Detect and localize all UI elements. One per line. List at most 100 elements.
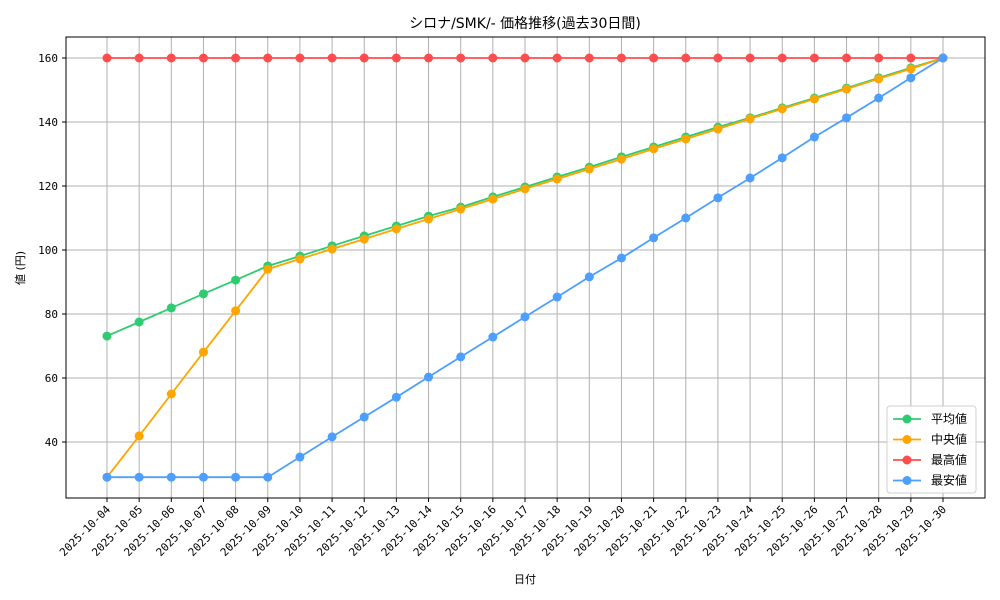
series-最高値 bbox=[102, 53, 948, 63]
data-point bbox=[809, 94, 819, 104]
data-point bbox=[777, 153, 787, 163]
data-point bbox=[263, 264, 273, 274]
data-point bbox=[874, 53, 884, 63]
data-point bbox=[681, 213, 691, 223]
data-point bbox=[391, 224, 401, 234]
y-axis-ticks: 40 60 80 100 120 140 160 bbox=[38, 52, 66, 449]
y-tick-label: 140 bbox=[38, 116, 58, 129]
data-point bbox=[842, 84, 852, 94]
data-point bbox=[938, 53, 948, 63]
data-point bbox=[616, 253, 626, 263]
data-point bbox=[906, 64, 916, 74]
legend-label: 最安値 bbox=[931, 473, 967, 488]
data-point bbox=[134, 317, 144, 327]
data-point bbox=[391, 392, 401, 402]
y-tick-label: 40 bbox=[45, 436, 58, 449]
data-point bbox=[327, 53, 337, 63]
legend-marker-icon bbox=[902, 455, 912, 465]
data-point bbox=[842, 53, 852, 63]
data-point bbox=[713, 124, 723, 134]
y-tick-label: 120 bbox=[38, 180, 58, 193]
data-point bbox=[777, 104, 787, 114]
data-point bbox=[134, 53, 144, 63]
series-lines bbox=[102, 53, 948, 482]
data-point bbox=[102, 331, 112, 341]
data-point bbox=[263, 53, 273, 63]
data-point bbox=[102, 472, 112, 482]
data-point bbox=[616, 53, 626, 63]
data-point bbox=[198, 472, 208, 482]
legend-label: 平均値 bbox=[931, 411, 967, 426]
data-point bbox=[166, 303, 176, 313]
data-point bbox=[713, 53, 723, 63]
data-point bbox=[295, 53, 305, 63]
data-point bbox=[424, 372, 434, 382]
data-point bbox=[809, 53, 819, 63]
data-point bbox=[327, 432, 337, 442]
data-point bbox=[359, 53, 369, 63]
data-point bbox=[616, 154, 626, 164]
data-point bbox=[456, 53, 466, 63]
data-point bbox=[231, 306, 241, 316]
data-point bbox=[198, 53, 208, 63]
data-point bbox=[231, 472, 241, 482]
data-point bbox=[134, 472, 144, 482]
data-point bbox=[488, 53, 498, 63]
data-point bbox=[552, 174, 562, 184]
data-point bbox=[456, 352, 466, 362]
x-axis-ticks: 2025-10-042025-10-052025-10-062025-10-07… bbox=[57, 498, 949, 559]
data-point bbox=[295, 452, 305, 462]
x-axis-label: 日付 bbox=[514, 573, 536, 586]
data-point bbox=[874, 74, 884, 84]
data-point bbox=[520, 53, 530, 63]
data-point bbox=[809, 132, 819, 142]
legend-item: 平均値 bbox=[893, 411, 967, 426]
data-point bbox=[456, 204, 466, 214]
y-tick-label: 100 bbox=[38, 244, 58, 257]
data-point bbox=[166, 389, 176, 399]
data-point bbox=[424, 53, 434, 63]
legend-item: 中央値 bbox=[893, 432, 967, 447]
data-point bbox=[552, 292, 562, 302]
data-point bbox=[906, 73, 916, 83]
data-point bbox=[649, 53, 659, 63]
data-point bbox=[584, 272, 594, 282]
data-point bbox=[520, 312, 530, 322]
data-point bbox=[520, 184, 530, 194]
series-最安値 bbox=[102, 53, 948, 482]
data-point bbox=[681, 53, 691, 63]
data-point bbox=[198, 289, 208, 299]
legend-label: 最高値 bbox=[931, 452, 967, 467]
data-point bbox=[327, 244, 337, 254]
data-point bbox=[745, 173, 755, 183]
grid-lines bbox=[66, 37, 985, 498]
data-point bbox=[842, 113, 852, 123]
data-point bbox=[488, 194, 498, 204]
data-point bbox=[745, 53, 755, 63]
legend-item: 最安値 bbox=[893, 473, 967, 488]
data-point bbox=[552, 53, 562, 63]
data-point bbox=[263, 472, 273, 482]
data-point bbox=[166, 472, 176, 482]
chart-title: シロナ/SMK/- 価格推移(過去30日間) bbox=[409, 16, 641, 32]
data-point bbox=[134, 431, 144, 441]
data-point bbox=[681, 134, 691, 144]
data-point bbox=[713, 193, 723, 203]
data-point bbox=[906, 53, 916, 63]
legend-marker-icon bbox=[902, 435, 912, 444]
data-point bbox=[649, 144, 659, 154]
data-point bbox=[198, 347, 208, 357]
data-point bbox=[488, 332, 498, 342]
data-point bbox=[584, 53, 594, 63]
y-tick-label: 60 bbox=[45, 372, 58, 385]
data-point bbox=[424, 214, 434, 224]
y-axis-label: 値 (円) bbox=[14, 251, 27, 285]
data-point bbox=[231, 53, 241, 63]
series-中央値 bbox=[102, 53, 948, 482]
data-point bbox=[584, 164, 594, 174]
data-point bbox=[166, 53, 176, 63]
data-point bbox=[649, 233, 659, 243]
data-point bbox=[102, 53, 112, 63]
data-point bbox=[295, 254, 305, 264]
legend-label: 中央値 bbox=[931, 432, 967, 447]
